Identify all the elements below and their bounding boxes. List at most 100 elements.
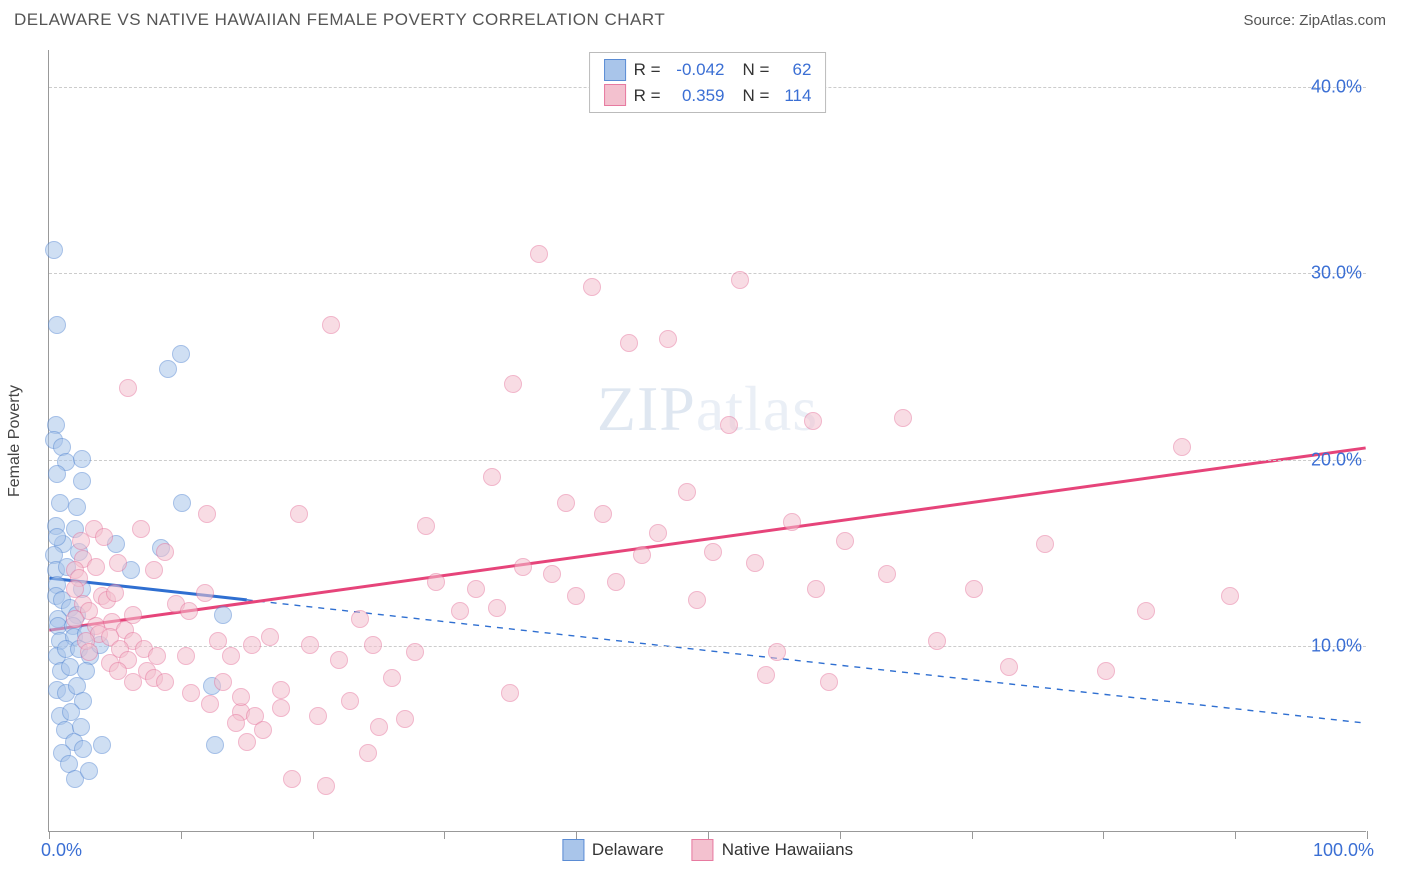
data-point [351,610,369,628]
series-legend-item: Delaware [562,839,664,861]
data-point [74,740,92,758]
data-point [820,673,838,691]
chart-title: DELAWARE VS NATIVE HAWAIIAN FEMALE POVER… [14,10,665,30]
data-point [48,465,66,483]
legend-r-label: R = [634,83,661,109]
data-point [370,718,388,736]
data-point [254,721,272,739]
watermark: ZIPatlas [597,372,818,446]
series-legend-item: Native Hawaiians [692,839,853,861]
data-point [633,546,651,564]
data-point [417,517,435,535]
legend-n-label: N = [743,83,770,109]
data-point [73,450,91,468]
x-axis-min-label: 0.0% [41,840,82,861]
data-point [232,688,250,706]
data-point [514,558,532,576]
data-point [124,673,142,691]
gridline [49,273,1366,274]
data-point [317,777,335,795]
y-tick-label: 40.0% [1311,77,1362,98]
data-point [678,483,696,501]
data-point [93,736,111,754]
correlation-legend: R =-0.042N =62R =0.359N =114 [589,52,827,113]
data-point [48,316,66,334]
data-point [156,673,174,691]
data-point [196,584,214,602]
data-point [80,762,98,780]
data-point [209,632,227,650]
data-point [594,505,612,523]
y-axis-label: Female Poverty [6,384,24,496]
data-point [330,651,348,669]
data-point [530,245,548,263]
y-tick-label: 30.0% [1311,263,1362,284]
legend-row: R =0.359N =114 [604,83,812,109]
data-point [928,632,946,650]
data-point [106,584,124,602]
data-point [272,699,290,717]
legend-n-label: N = [743,57,770,83]
legend-swatch [604,84,626,106]
data-point [504,375,522,393]
data-point [48,528,66,546]
data-point [180,602,198,620]
x-tick [444,831,445,839]
data-point [198,505,216,523]
data-point [73,472,91,490]
data-point [66,610,84,628]
y-tick-label: 20.0% [1311,449,1362,470]
data-point [467,580,485,598]
data-point [359,744,377,762]
data-point [290,505,308,523]
data-point [807,580,825,598]
data-point [757,666,775,684]
data-point [214,606,232,624]
data-point [488,599,506,617]
data-point [182,684,200,702]
data-point [132,520,150,538]
x-tick [1235,831,1236,839]
data-point [804,412,822,430]
data-point [201,695,219,713]
data-point [156,543,174,561]
x-axis-max-label: 100.0% [1313,840,1374,861]
data-point [427,573,445,591]
data-point [383,669,401,687]
series-legend-label: Native Hawaiians [722,840,853,860]
data-point [688,591,706,609]
source-attribution: Source: ZipAtlas.com [1243,12,1386,29]
data-point [222,647,240,665]
data-point [543,565,561,583]
data-point [238,733,256,751]
data-point [173,494,191,512]
data-point [583,278,601,296]
data-point [836,532,854,550]
legend-r-value: -0.042 [669,57,725,83]
data-point [301,636,319,654]
data-point [894,409,912,427]
data-point [406,643,424,661]
x-tick [576,831,577,839]
y-tick-label: 10.0% [1311,635,1362,656]
data-point [145,561,163,579]
data-point [45,241,63,259]
legend-swatch [604,59,626,81]
data-point [620,334,638,352]
data-point [1221,587,1239,605]
x-tick [1367,831,1368,839]
data-point [309,707,327,725]
data-point [364,636,382,654]
data-point [109,554,127,572]
data-point [768,643,786,661]
data-point [1137,602,1155,620]
data-point [80,643,98,661]
x-tick [49,831,50,839]
legend-n-value: 62 [777,57,811,83]
x-tick [708,831,709,839]
x-tick [181,831,182,839]
x-tick [840,831,841,839]
legend-n-value: 114 [777,83,811,109]
data-point [119,379,137,397]
data-point [261,628,279,646]
